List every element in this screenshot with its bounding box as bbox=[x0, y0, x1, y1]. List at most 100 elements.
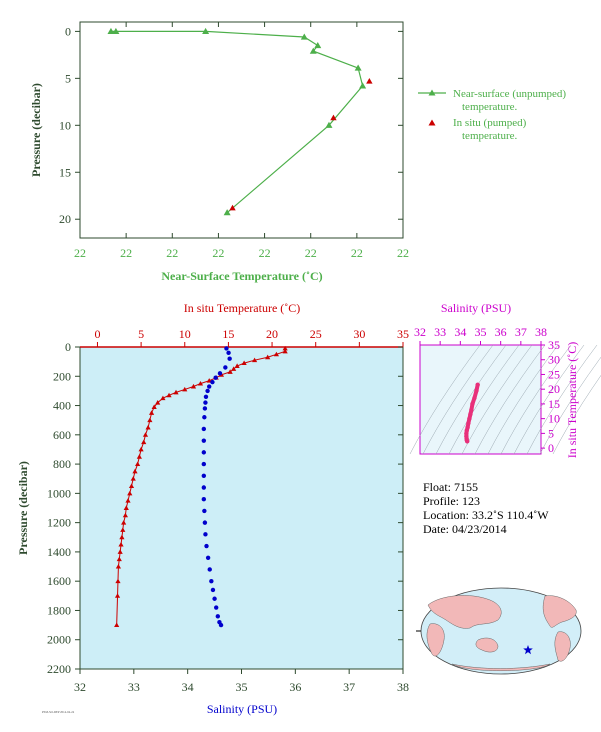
ts-profile-point bbox=[472, 395, 477, 401]
ts-series bbox=[464, 382, 480, 444]
in-situ-point bbox=[366, 77, 373, 84]
near-surface-point bbox=[354, 64, 362, 71]
map-float-location-star-icon bbox=[523, 645, 533, 655]
temperature-tick-label: 15 bbox=[222, 327, 234, 341]
temperature-point bbox=[122, 512, 128, 518]
temperature-point bbox=[231, 366, 237, 371]
near-surface-ylabel: Pressure (decibar) bbox=[29, 83, 43, 177]
ts-salinity-tick-label: 35 bbox=[475, 325, 487, 339]
salinity-point bbox=[204, 543, 209, 549]
ts-salinity-tick-label: 34 bbox=[454, 325, 466, 339]
temperature-point bbox=[241, 360, 247, 366]
temperature-point bbox=[130, 476, 136, 481]
salinity-point bbox=[201, 450, 207, 455]
salinity-point bbox=[203, 394, 209, 399]
salinity-point bbox=[205, 388, 210, 394]
temperature-point bbox=[190, 383, 197, 389]
near-surface-line bbox=[110, 30, 364, 214]
ts-salinity-tick-label: 36 bbox=[495, 325, 507, 339]
temperature-point bbox=[147, 417, 153, 423]
temperature-point bbox=[166, 392, 172, 398]
density-contour bbox=[513, 344, 585, 455]
ts-profile-point bbox=[464, 439, 470, 444]
salinity-point bbox=[205, 555, 211, 560]
temperature-point bbox=[132, 468, 138, 474]
profile-ylabel: Pressure (decibar) bbox=[16, 461, 30, 555]
pressure-tick-label: 800 bbox=[53, 457, 71, 471]
profile-temperature-axis: 0 5 10 15 20 25 30 35 bbox=[94, 327, 409, 347]
temperature-point bbox=[120, 527, 126, 532]
ts-temperature-tick-label: 0 bbox=[548, 441, 554, 455]
temperature-point bbox=[115, 578, 121, 584]
salinity-tick-label: 36 bbox=[289, 680, 301, 694]
density-contour bbox=[422, 344, 494, 455]
pressure-tick-label: 2200 bbox=[47, 662, 71, 676]
ts-temperature-tick-label: 5 bbox=[548, 426, 554, 440]
temperature-tick-label: 20 bbox=[266, 327, 278, 341]
ts-ylabel: In situ Temperature (˚C) bbox=[565, 342, 579, 459]
info-float: Float: 7155 bbox=[423, 480, 478, 494]
temperature-point bbox=[282, 348, 288, 354]
profile-series bbox=[114, 345, 288, 628]
temperature-point bbox=[116, 556, 122, 562]
near-surface-chart: 0 5 10 15 20 22 22 22 22 22 22 22 22 Pressure (deci… bbox=[29, 21, 566, 283]
ts-temperature-tick-label: 10 bbox=[548, 412, 560, 426]
salinity-point bbox=[226, 350, 231, 356]
near-surface-legend: Near-surface (unpumped) temperature. In … bbox=[418, 88, 566, 142]
salinity-point bbox=[202, 508, 207, 514]
near-surface-point bbox=[325, 121, 333, 128]
y-tick-label: 20 bbox=[59, 212, 71, 226]
salinity-point bbox=[202, 406, 208, 411]
info-location: Location: 33.2˚S 110.4˚W bbox=[423, 508, 549, 522]
temperature-tick-label: 25 bbox=[310, 327, 322, 341]
profile-bottom-xlabel: Salinity (PSU) bbox=[207, 702, 277, 716]
temperature-point bbox=[182, 386, 188, 392]
ts-temperature-tick-label: 25 bbox=[548, 367, 560, 381]
footer-code: PSM-SO-DEP 2014-04-24 bbox=[42, 710, 75, 714]
temperature-tick-label: 35 bbox=[397, 327, 409, 341]
salinity-point bbox=[202, 520, 208, 525]
salinity-point bbox=[217, 371, 223, 376]
info-date: Date: 04/23/2014 bbox=[423, 522, 507, 536]
pressure-tick-label: 0 bbox=[65, 340, 71, 354]
float-info: Float: 7155 Profile: 123 Location: 33.2˚… bbox=[423, 480, 549, 536]
density-contour bbox=[552, 374, 601, 455]
map-land-africa bbox=[426, 623, 445, 657]
salinity-point bbox=[207, 567, 212, 572]
temperature-point bbox=[119, 534, 125, 540]
temperature-point bbox=[160, 395, 166, 401]
ts-density-contours bbox=[409, 344, 601, 455]
ts-title: Salinity (PSU) bbox=[441, 301, 511, 315]
salinity-tick-label: 34 bbox=[182, 680, 194, 694]
ts-profile-point bbox=[474, 388, 479, 393]
salinity-tick-label: 32 bbox=[74, 680, 86, 694]
near-surface-series bbox=[107, 27, 373, 216]
map-land-south-america bbox=[554, 631, 571, 662]
ts-profile-point bbox=[468, 412, 473, 417]
density-contour bbox=[448, 344, 520, 455]
temperature-point bbox=[145, 424, 151, 430]
map-land-eurasia bbox=[427, 595, 502, 629]
salinity-tick-label: 38 bbox=[397, 680, 409, 694]
map-land-australia bbox=[475, 637, 499, 653]
in-situ-point bbox=[330, 114, 337, 121]
ts-salinity-axis: 32 33 34 35 36 37 38 bbox=[414, 325, 547, 345]
x-tick-label: 22 bbox=[351, 246, 363, 260]
density-contour bbox=[500, 344, 572, 455]
near-surface-point bbox=[223, 209, 231, 216]
temperature-point bbox=[136, 454, 142, 459]
pressure-tick-label: 400 bbox=[53, 399, 71, 413]
near-surface-x-axis: 22 22 22 22 22 22 22 22 bbox=[74, 22, 409, 260]
ts-salinity-tick-label: 38 bbox=[535, 325, 547, 339]
salinity-tick-label: 37 bbox=[343, 680, 355, 694]
y-tick-label: 5 bbox=[65, 71, 71, 85]
profile-salinity-axis: 32 33 34 35 36 37 38 bbox=[74, 669, 409, 694]
density-contour bbox=[409, 344, 481, 455]
y-tick-label: 15 bbox=[59, 165, 71, 179]
near-surface-point bbox=[300, 33, 308, 40]
pressure-tick-label: 1600 bbox=[47, 574, 71, 588]
near-surface-plot-frame bbox=[79, 21, 404, 239]
world-map bbox=[416, 587, 582, 675]
temperature-point bbox=[227, 369, 233, 374]
